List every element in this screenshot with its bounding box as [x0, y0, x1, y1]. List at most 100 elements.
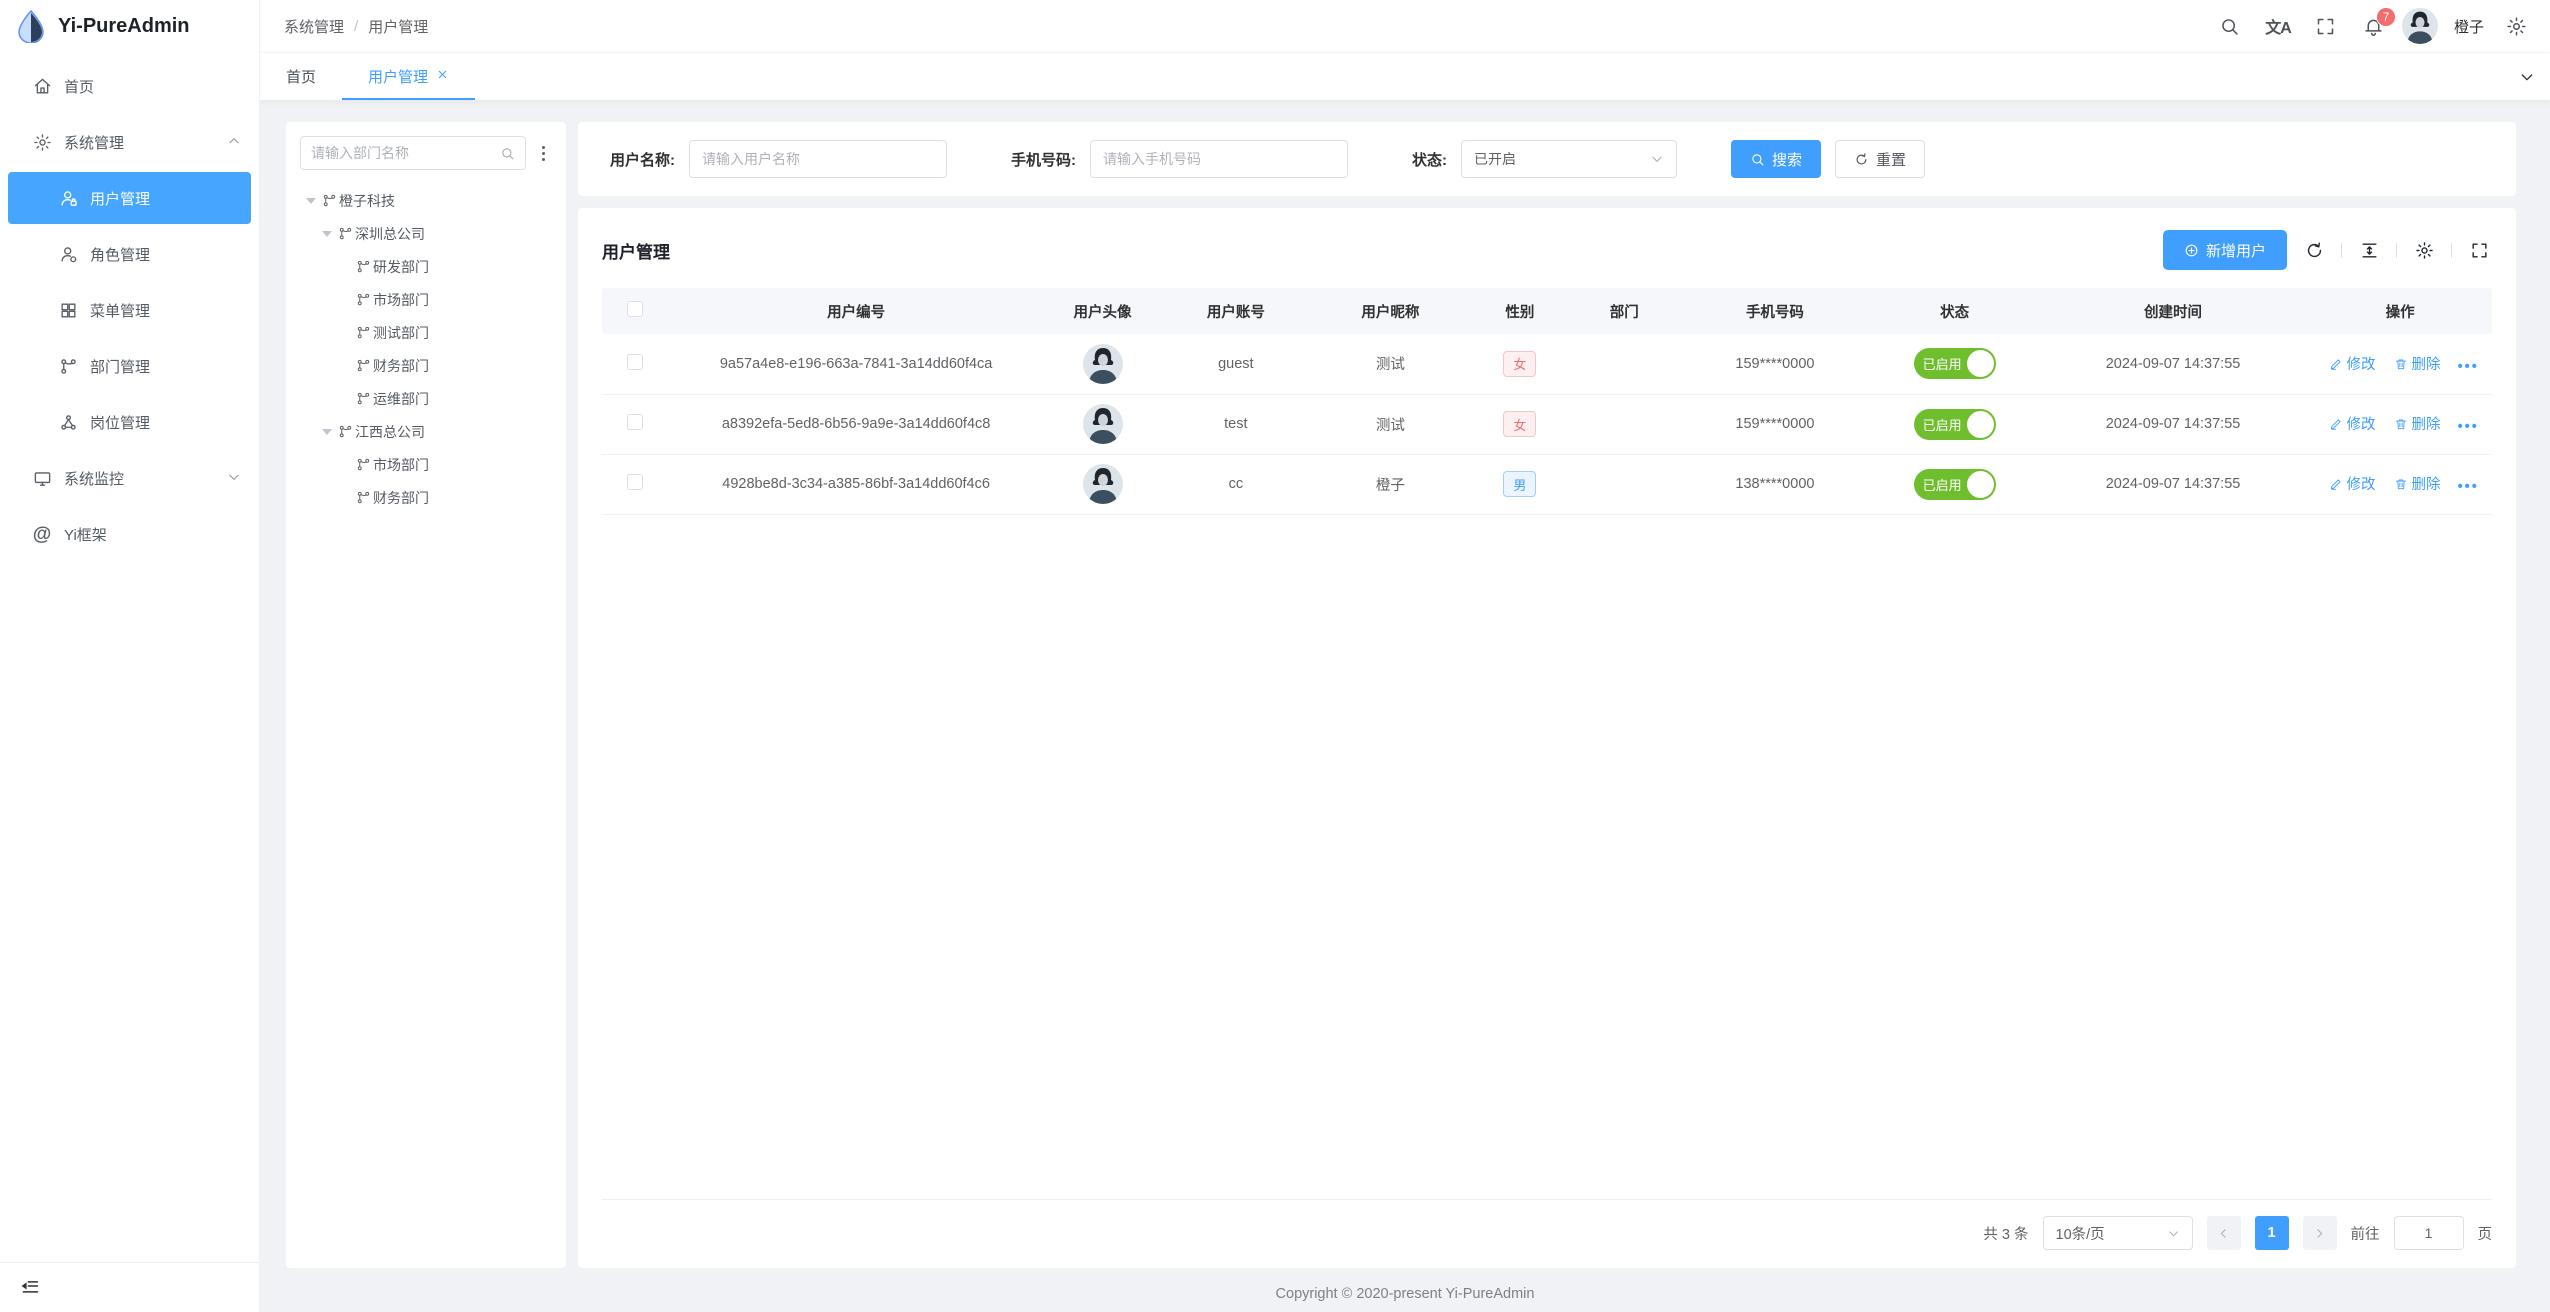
reset-button[interactable]: 重置 — [1835, 140, 1926, 178]
tree-node[interactable]: 研发部门 — [300, 250, 552, 283]
breadcrumb-system[interactable]: 系统管理 — [284, 18, 345, 36]
tree-node-label: 橙子科技 — [339, 192, 395, 209]
more-actions-icon[interactable]: ••• — [2457, 478, 2479, 495]
department-tree: 橙子科技 深圳总公司 研发部门 市场部门 测试部门 财务部门 运维部门 江西总公… — [300, 184, 552, 514]
tree-node-label: 市场部门 — [373, 291, 429, 308]
tree-node[interactable]: 市场部门 — [300, 448, 552, 481]
tab-label: 用户管理 — [368, 69, 429, 86]
sidebar: Yi-PureAdmin 首页 系统管理 用户管理 角色管理 菜单管理 部门管理 — [0, 0, 260, 1312]
avatar[interactable] — [2401, 8, 2438, 44]
settings-gear-icon[interactable] — [2496, 6, 2536, 46]
copyright-footer: Copyright © 2020-present Yi-PureAdmin — [1275, 1286, 1535, 1302]
add-user-button[interactable]: 新增用户 — [2162, 230, 2287, 270]
user-avatar[interactable] — [1082, 464, 1123, 504]
sidebar-item-label: 菜单管理 — [90, 302, 151, 320]
search-icon[interactable] — [2210, 6, 2250, 46]
row-checkbox[interactable] — [626, 474, 643, 490]
dept-search-input[interactable] — [311, 145, 494, 161]
app-logo[interactable]: Yi-PureAdmin — [0, 0, 259, 52]
collapse-sidebar-icon[interactable] — [20, 1276, 40, 1299]
sidebar-item-roles[interactable]: 角色管理 — [0, 226, 259, 282]
refresh-table-icon[interactable] — [2301, 237, 2327, 263]
current-page-button[interactable]: 1 — [2254, 1216, 2289, 1250]
table-header-row: 用户编号 用户头像 用户账号 用户昵称 性别 部门 手机号码 状态 创建时间 操… — [602, 288, 2492, 334]
tabs-dropdown-chevron-icon[interactable] — [2504, 53, 2550, 100]
sidebar-item-system[interactable]: 系统管理 — [0, 114, 259, 170]
caret-down-icon[interactable] — [322, 428, 332, 435]
sidebar-item-posts[interactable]: 岗位管理 — [0, 394, 259, 450]
row-checkbox[interactable] — [626, 414, 643, 430]
tree-node[interactable]: 市场部门 — [300, 283, 552, 316]
more-actions-icon[interactable]: ••• — [2457, 418, 2479, 435]
page-size-select[interactable]: 10条/页 — [2042, 1216, 2193, 1250]
username-label[interactable]: 橙子 — [2453, 18, 2484, 36]
tree-node[interactable]: 运维部门 — [300, 382, 552, 415]
dept-search-field[interactable] — [300, 136, 526, 170]
col-created: 创建时间 — [2037, 288, 2309, 334]
filter-bar: 用户名称: 手机号码: 状态: 已开启 搜索 重置 — [578, 122, 2516, 196]
toolbar-divider — [2396, 242, 2397, 258]
name-filter-input[interactable] — [689, 140, 947, 178]
notification-bell-icon[interactable]: 7 — [2354, 6, 2396, 46]
search-button-label: 搜索 — [1772, 151, 1803, 169]
fullscreen-icon[interactable] — [2306, 6, 2346, 46]
app-title: Yi-PureAdmin — [58, 14, 190, 37]
tree-node[interactable]: 财务部门 — [300, 481, 552, 514]
caret-down-icon[interactable] — [306, 197, 316, 204]
delete-link[interactable]: 删除 — [2394, 473, 2441, 494]
select-all-checkbox[interactable] — [626, 301, 643, 317]
prev-page-button[interactable] — [2206, 1216, 2241, 1250]
sidebar-item-framework[interactable]: @ Yi框架 — [0, 506, 259, 562]
sidebar-menu: 首页 系统管理 用户管理 角色管理 菜单管理 部门管理 岗位管理 — [0, 52, 259, 1262]
search-button[interactable]: 搜索 — [1731, 140, 1822, 178]
tab-user-management[interactable]: 用户管理 — [342, 53, 476, 100]
next-page-button[interactable] — [2302, 1216, 2337, 1250]
created-cell: 2024-09-07 14:37:55 — [2037, 454, 2309, 515]
edit-link[interactable]: 修改 — [2329, 353, 2376, 374]
gear-icon — [32, 132, 52, 152]
user-id-cell: 9a57a4e8-e196-663a-7841-3a14dd60f4ca — [667, 334, 1045, 395]
status-toggle[interactable]: 已启用 — [1913, 468, 1996, 500]
col-user-id: 用户编号 — [667, 288, 1045, 334]
col-actions: 操作 — [2308, 288, 2492, 334]
more-actions-icon[interactable]: ••• — [2457, 358, 2479, 375]
gender-tag: 女 — [1503, 411, 1537, 437]
sidebar-item-menus[interactable]: 菜单管理 — [0, 282, 259, 338]
header-actions: 文A 7 橙子 — [2210, 6, 2536, 46]
sidebar-item-monitor[interactable]: 系统监控 — [0, 450, 259, 506]
total-count-label: 共 3 条 — [1983, 1226, 2029, 1243]
status-toggle-label: 已启用 — [1922, 477, 1962, 493]
phone-filter-input[interactable] — [1090, 140, 1348, 178]
row-density-icon[interactable] — [2356, 237, 2382, 263]
translate-icon[interactable]: 文A — [2265, 20, 2292, 37]
column-settings-icon[interactable] — [2411, 237, 2437, 263]
trash-icon — [2395, 479, 2406, 489]
edit-link[interactable]: 修改 — [2329, 473, 2376, 494]
tree-node-label: 测试部门 — [373, 324, 429, 341]
goto-page-input[interactable] — [2393, 1216, 2464, 1250]
sidebar-item-home[interactable]: 首页 — [0, 58, 259, 114]
status-toggle[interactable]: 已启用 — [1913, 348, 1996, 380]
user-avatar[interactable] — [1082, 343, 1123, 384]
row-checkbox[interactable] — [626, 353, 643, 370]
table-fullscreen-icon[interactable] — [2466, 237, 2492, 263]
tree-node[interactable]: 测试部门 — [300, 316, 552, 349]
delete-link[interactable]: 删除 — [2394, 413, 2441, 434]
tree-more-menu-icon[interactable] — [534, 142, 552, 165]
share-nodes-icon — [58, 412, 78, 432]
status-toggle[interactable]: 已启用 — [1913, 408, 1996, 440]
close-icon[interactable] — [436, 68, 449, 85]
tree-node[interactable]: 橙子科技 — [300, 184, 552, 217]
sidebar-item-users[interactable]: 用户管理 — [8, 172, 251, 224]
tree-node[interactable]: 江西总公司 — [300, 415, 552, 448]
tab-home[interactable]: 首页 — [260, 53, 342, 100]
tree-node[interactable]: 深圳总公司 — [300, 217, 552, 250]
sidebar-item-departments[interactable]: 部门管理 — [0, 338, 259, 394]
delete-link[interactable]: 删除 — [2394, 353, 2441, 374]
tree-node[interactable]: 财务部门 — [300, 349, 552, 382]
user-avatar[interactable] — [1082, 404, 1123, 444]
edit-link[interactable]: 修改 — [2329, 413, 2376, 434]
status-select[interactable]: 已开启 — [1461, 140, 1677, 178]
table-row: 4928be8d-3c34-a385-86bf-3a14dd60f4c6 cc … — [602, 454, 2492, 515]
caret-down-icon[interactable] — [322, 230, 332, 237]
